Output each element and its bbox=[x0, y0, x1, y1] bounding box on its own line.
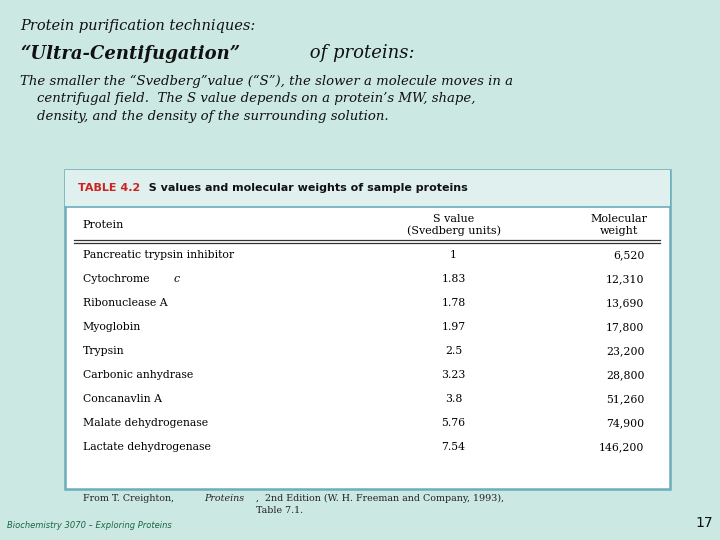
Text: 28,800: 28,800 bbox=[606, 370, 644, 380]
Text: Pancreatic trypsin inhibitor: Pancreatic trypsin inhibitor bbox=[83, 250, 234, 260]
Text: 51,260: 51,260 bbox=[606, 394, 644, 404]
Text: 74,900: 74,900 bbox=[606, 418, 644, 428]
Text: 6,520: 6,520 bbox=[613, 250, 644, 260]
Text: 146,200: 146,200 bbox=[599, 442, 644, 452]
Text: 1.97: 1.97 bbox=[441, 322, 466, 332]
Text: Concanavlin A: Concanavlin A bbox=[83, 394, 162, 404]
Text: “Ultra-Centifugation” of proteins:: “Ultra-Centifugation” of proteins: bbox=[20, 44, 328, 62]
Text: Proteins: Proteins bbox=[204, 494, 244, 503]
Text: ,  2nd Edition (W. H. Freeman and Company, 1993),
Table 7.1.: , 2nd Edition (W. H. Freeman and Company… bbox=[256, 494, 504, 515]
Text: Protein: Protein bbox=[83, 220, 124, 230]
Text: c: c bbox=[173, 274, 179, 284]
Text: Lactate dehydrogenase: Lactate dehydrogenase bbox=[83, 442, 211, 452]
Text: 17,800: 17,800 bbox=[606, 322, 644, 332]
Text: Cytochrome: Cytochrome bbox=[83, 274, 153, 284]
Text: Trypsin: Trypsin bbox=[83, 346, 125, 356]
Text: TABLE 4.2: TABLE 4.2 bbox=[78, 184, 140, 193]
Text: From T. Creighton,: From T. Creighton, bbox=[83, 494, 177, 503]
Text: Molecular
weight: Molecular weight bbox=[590, 214, 648, 235]
Text: of proteins:: of proteins: bbox=[304, 44, 415, 62]
Text: Biochemistry 3070 – Exploring Proteins: Biochemistry 3070 – Exploring Proteins bbox=[7, 521, 172, 530]
Text: 17: 17 bbox=[696, 516, 713, 530]
Bar bbox=[65, 170, 670, 207]
Text: 13,690: 13,690 bbox=[606, 298, 644, 308]
Text: “Ultra-Centifugation”: “Ultra-Centifugation” bbox=[20, 44, 240, 63]
Text: S values and molecular weights of sample proteins: S values and molecular weights of sample… bbox=[141, 184, 468, 193]
Text: From T. Creighton,: From T. Creighton, bbox=[83, 494, 177, 503]
Text: 23,200: 23,200 bbox=[606, 346, 644, 356]
Text: Ribonuclease A: Ribonuclease A bbox=[83, 298, 168, 308]
Text: Proteins: Proteins bbox=[204, 494, 244, 503]
Text: Cytochrome: Cytochrome bbox=[83, 274, 153, 284]
Text: 12,310: 12,310 bbox=[606, 274, 644, 284]
Text: 1: 1 bbox=[450, 250, 457, 260]
Text: 2.5: 2.5 bbox=[445, 346, 462, 356]
Text: 5.76: 5.76 bbox=[441, 418, 466, 428]
Text: The smaller the “Svedberg”value (“S”), the slower a molecule moves in a
    cent: The smaller the “Svedberg”value (“S”), t… bbox=[20, 75, 513, 123]
Text: 3.8: 3.8 bbox=[445, 394, 462, 404]
Text: Carbonic anhydrase: Carbonic anhydrase bbox=[83, 370, 193, 380]
Text: 1.83: 1.83 bbox=[441, 274, 466, 284]
Text: 7.54: 7.54 bbox=[441, 442, 466, 452]
Text: Protein purification techniques:: Protein purification techniques: bbox=[20, 19, 256, 33]
FancyBboxPatch shape bbox=[65, 170, 670, 489]
Text: Myoglobin: Myoglobin bbox=[83, 322, 141, 332]
Text: Malate dehydrogenase: Malate dehydrogenase bbox=[83, 418, 208, 428]
Text: 3.23: 3.23 bbox=[441, 370, 466, 380]
Text: S value
(Svedberg units): S value (Svedberg units) bbox=[407, 214, 500, 236]
Text: 1.78: 1.78 bbox=[441, 298, 466, 308]
